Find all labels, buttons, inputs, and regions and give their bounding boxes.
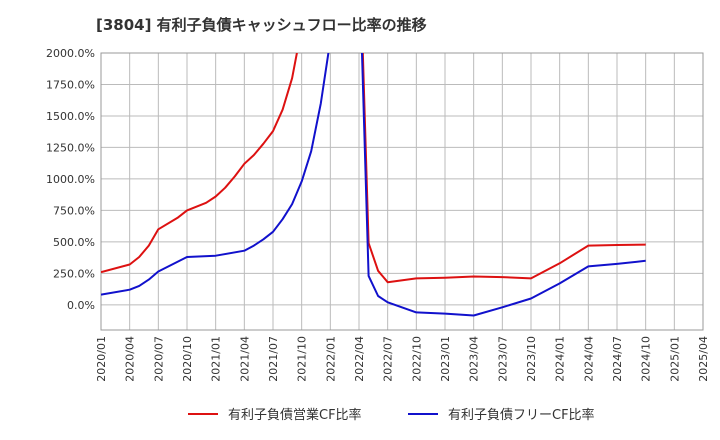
x-tick-label: 2022/01	[324, 336, 337, 382]
x-tick-label: 2022/07	[382, 336, 395, 382]
chart-title: [3804] 有利子負債キャッシュフロー比率の推移	[96, 16, 427, 34]
legend-swatch-operating-cf	[188, 412, 218, 415]
plot-area	[100, 52, 704, 331]
x-tick-label: 2020/04	[124, 336, 137, 382]
x-tick-label: 2025/01	[668, 336, 681, 382]
grid-lines	[100, 52, 704, 330]
x-tick-label: 2020/10	[181, 336, 194, 382]
x-tick-label: 2023/07	[496, 336, 509, 382]
y-tick-label: 1250.0%	[46, 141, 95, 154]
x-tick-label: 2020/01	[95, 336, 108, 382]
x-tick-label: 2021/04	[238, 336, 251, 382]
x-tick-label: 2021/10	[296, 336, 309, 382]
x-tick-label: 2024/10	[640, 336, 653, 382]
x-tick-label: 2023/10	[525, 336, 538, 382]
x-tick-label: 2022/10	[410, 336, 423, 382]
x-tick-label: 2024/04	[582, 336, 595, 382]
series-line-operating-cf	[101, 53, 646, 284]
legend-swatch-free-cf	[408, 412, 438, 415]
x-tick-label: 2023/04	[468, 336, 481, 382]
series-line-free-cf	[101, 53, 646, 317]
series-lines	[101, 53, 646, 317]
x-tick-label: 2021/07	[267, 336, 280, 382]
legend-item-free-cf: 有利子負債フリーCF比率	[408, 404, 595, 423]
y-tick-label: 0.0%	[67, 299, 95, 312]
legend-label-operating-cf: 有利子負債営業CF比率	[228, 408, 362, 423]
legend-item-operating-cf: 有利子負債営業CF比率	[188, 404, 362, 423]
legend: 有利子負債営業CF比率 有利子負債フリーCF比率	[0, 404, 720, 428]
x-tick-label: 2020/07	[152, 336, 165, 382]
y-tick-label: 250.0%	[53, 267, 95, 280]
x-tick-label: 2024/07	[611, 336, 624, 382]
y-tick-label: 1000.0%	[46, 173, 95, 186]
x-tick-label: 2021/01	[210, 336, 223, 382]
x-tick-label: 2022/04	[353, 336, 366, 382]
y-tick-label: 2000.0%	[46, 47, 95, 60]
x-tick-label: 2025/04	[697, 336, 710, 382]
x-tick-label: 2024/01	[554, 336, 567, 382]
y-tick-label: 1500.0%	[46, 110, 95, 123]
y-tick-label: 1750.0%	[46, 78, 95, 91]
line-chart: 2000.0% 1750.0% 1500.0% 1250.0% 1000.0% 750.0…	[46, 47, 710, 382]
x-axis-ticks: 2020/01 2020/04 2020/07 2020/10 2021/01 2021/…	[95, 336, 710, 382]
y-tick-label: 500.0%	[53, 236, 95, 249]
y-tick-label: 750.0%	[53, 204, 95, 217]
y-axis-ticks: 2000.0% 1750.0% 1500.0% 1250.0% 1000.0% 750.0…	[46, 47, 95, 312]
x-tick-label: 2023/01	[439, 336, 452, 382]
legend-label-free-cf: 有利子負債フリーCF比率	[448, 408, 595, 423]
